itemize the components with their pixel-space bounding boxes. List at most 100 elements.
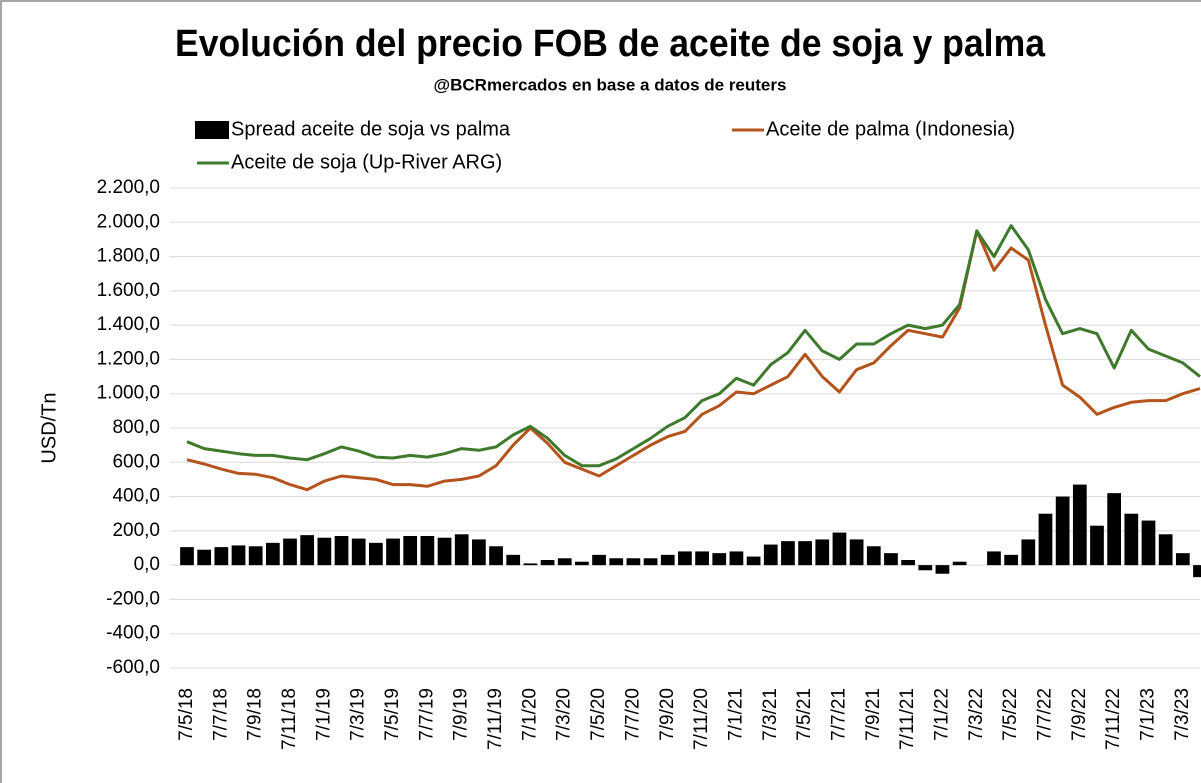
y-tick-label: 1.600,0	[97, 280, 160, 301]
x-tick-label: 7/5/21	[794, 688, 815, 741]
bar	[626, 558, 641, 566]
bar	[506, 554, 521, 566]
y-tick-label: 2.200,0	[97, 177, 160, 198]
bar	[540, 560, 555, 566]
x-tick-label: 7/1/20	[519, 688, 540, 741]
bar	[454, 534, 469, 566]
bar	[180, 547, 194, 566]
bar	[197, 549, 212, 566]
legend-label: Aceite de soja (Up-River ARG)	[231, 151, 502, 173]
bar	[1158, 534, 1173, 566]
x-tick-label: 7/5/18	[176, 688, 197, 741]
bar	[214, 547, 229, 566]
y-tick-label: 200,0	[112, 520, 160, 541]
bar	[523, 563, 538, 566]
bar	[832, 532, 847, 566]
chart-title: Evolución del precio FOB de aceite de so…	[175, 23, 1046, 65]
bar	[609, 558, 624, 566]
bar	[472, 539, 486, 566]
bar	[712, 553, 727, 566]
bar	[918, 565, 933, 571]
bar	[798, 541, 812, 566]
bar	[300, 535, 315, 566]
y-tick-label: 1.000,0	[97, 383, 160, 404]
bar	[866, 546, 881, 566]
bar	[1175, 553, 1190, 566]
bar	[489, 546, 503, 566]
bar	[557, 558, 572, 566]
line	[186, 224, 1201, 468]
chart-subtitle: @BCRmercados en base a datos de reuters	[434, 75, 787, 94]
x-tick-label: 7/1/19	[313, 688, 334, 741]
bar	[1124, 513, 1139, 566]
bar	[849, 539, 864, 566]
x-tick-label: 7/9/19	[451, 688, 472, 741]
y-axis-label: USD/Tn	[38, 392, 60, 463]
x-tick-label: 7/11/22	[1103, 688, 1124, 750]
bar	[420, 536, 435, 566]
bar	[1038, 513, 1053, 566]
bar	[987, 551, 1001, 566]
x-tick-label: 7/7/18	[210, 688, 231, 741]
bar	[368, 542, 383, 566]
bar	[884, 553, 898, 566]
y-tick-label: 1.200,0	[97, 348, 160, 369]
bar	[643, 558, 658, 566]
bar	[901, 560, 915, 566]
bar	[815, 539, 830, 566]
bar	[437, 537, 452, 566]
y-tick-label: 2.000,0	[97, 211, 160, 232]
x-tick-label: 7/3/21	[760, 688, 781, 741]
x-tick-label: 7/5/22	[1000, 688, 1021, 741]
bar	[1055, 496, 1070, 566]
bar	[746, 556, 761, 566]
bar	[729, 551, 744, 566]
bar	[231, 545, 246, 566]
x-tick-label: 7/9/21	[863, 688, 884, 741]
bar	[935, 565, 950, 574]
bar	[1021, 539, 1036, 566]
bar	[386, 538, 400, 566]
bar	[283, 538, 297, 566]
y-tick-label: -200,0	[106, 588, 160, 609]
x-tick-label: 7/7/19	[416, 688, 437, 741]
bar	[1107, 493, 1122, 566]
y-tick-label: -600,0	[106, 657, 160, 678]
y-tick-label: 1.800,0	[97, 246, 160, 267]
bar	[678, 551, 692, 566]
bar	[660, 554, 675, 566]
x-tick-label: 7/1/22	[931, 688, 952, 741]
legend-label: Aceite de palma (Indonesia)	[766, 118, 1015, 140]
x-tick-label: 7/1/21	[725, 688, 746, 741]
bar	[952, 561, 967, 566]
x-tick-label: 7/3/22	[966, 688, 987, 741]
x-tick-label: 7/3/23	[1172, 688, 1193, 741]
bar	[403, 536, 418, 566]
bar	[1004, 554, 1019, 566]
x-tick-label: 7/3/20	[554, 688, 575, 741]
x-tick-label: 7/5/19	[382, 688, 403, 741]
line	[186, 229, 1201, 492]
x-tick-label: 7/7/21	[828, 688, 849, 741]
bar	[1090, 525, 1104, 566]
x-tick-label: 7/11/21	[897, 688, 918, 750]
x-tick-label: 7/9/20	[657, 688, 678, 741]
x-tick-label: 7/7/20	[622, 688, 643, 741]
bar	[265, 542, 280, 566]
bar	[334, 536, 349, 566]
legend-swatch	[195, 121, 229, 139]
y-tick-label: 400,0	[112, 486, 160, 507]
y-tick-label: 600,0	[112, 451, 160, 472]
x-tick-label: 7/5/20	[588, 688, 609, 741]
y-tick-label: 1.400,0	[97, 314, 160, 335]
x-tick-label: 7/9/18	[245, 688, 266, 741]
y-tick-label: 800,0	[112, 417, 160, 438]
y-tick-label: 0,0	[134, 554, 160, 575]
x-tick-label: 7/3/19	[348, 688, 369, 741]
x-tick-label: 7/11/20	[691, 688, 712, 750]
bar	[592, 554, 606, 566]
x-tick-label: 7/11/18	[279, 688, 300, 750]
bar	[695, 551, 709, 566]
